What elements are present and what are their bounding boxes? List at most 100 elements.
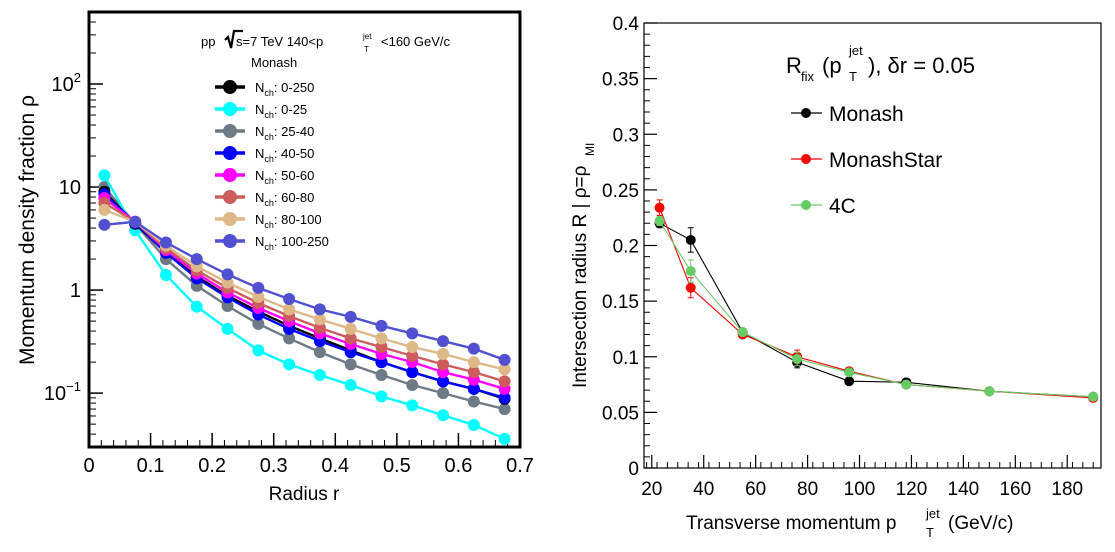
left-y-axis-ticks: 10−1 1 10 102 [44, 11, 103, 448]
left-data-point [252, 290, 265, 303]
left-data-point [159, 236, 172, 249]
right-y-axis-ticks: 0 0.05 0.1 0.15 0.2 0.25 0.3 0.35 0.4 [602, 14, 657, 480]
right-x-tick-label: 160 [999, 479, 1031, 500]
right-x-tick-label: 20 [641, 479, 662, 500]
left-legend-entry: Nch: 60-80 [215, 190, 314, 208]
left-legend-entry: Nch: 0-25 [215, 102, 307, 120]
left-chart: 0 0.1 0.2 0.3 0.4 0.5 0.6 0.7 10−1 1 10 102 Radius… [16, 10, 534, 505]
right-x-axis-label-sub: T [926, 525, 934, 540]
left-data-point [98, 203, 111, 216]
left-x-tick-label: 0.5 [383, 455, 411, 477]
right-annotation: R fix (p jet T ), δr = 0.05 [786, 43, 975, 84]
right-y-tick-label: 0.15 [602, 292, 639, 313]
left-data-point [344, 322, 357, 335]
annotation-fix: fix [801, 69, 815, 84]
right-series-line [659, 222, 1094, 398]
right-data-point [844, 376, 855, 387]
left-data-point [406, 399, 419, 412]
left-legend: Nch: 0-250 Nch: 0-25 Nch: 25-40 Nch: 40-50 N… [215, 80, 329, 252]
left-x-tick-label: 0.3 [260, 455, 288, 477]
left-data-point [437, 387, 450, 400]
left-data-point [313, 368, 326, 381]
left-y-tick-label: 102 [52, 70, 81, 96]
right-y-tick-label: 0.2 [613, 237, 639, 258]
right-y-tick-label: 0.4 [613, 14, 640, 35]
left-legend-label: Nch: 100-250 [255, 234, 329, 252]
left-data-point [129, 215, 142, 228]
right-legend-label: MonashStar [829, 149, 942, 172]
left-legend-label: Nch: 50-60 [255, 168, 314, 186]
left-data-point [375, 368, 388, 381]
left-series [98, 215, 511, 366]
annotation-open: (p [822, 53, 842, 78]
right-series [654, 218, 1099, 402]
right-x-tick-label: 60 [745, 479, 766, 500]
right-data-point [685, 266, 696, 277]
left-y-axis-label: Momentum density fraction ρ [16, 95, 39, 365]
left-data-point [283, 303, 296, 316]
left-series [98, 169, 511, 445]
left-data-point [190, 253, 203, 266]
right-legend-label: Monash [829, 103, 904, 126]
left-legend-marker [223, 124, 237, 138]
left-data-point [498, 363, 511, 376]
right-legend-entry: Monash [791, 103, 904, 126]
right-x-axis-label-main: Transverse momentum p [686, 513, 896, 534]
right-data-point [685, 282, 696, 293]
right-plot-frame [643, 22, 1102, 469]
left-data-point [344, 378, 357, 391]
left-data-point [437, 358, 450, 371]
left-data-point [344, 358, 357, 371]
left-data-point [467, 356, 480, 369]
left-data-point [375, 390, 388, 403]
right-y-tick-label: 0 [628, 459, 639, 480]
right-y-tick-label: 0.35 [602, 70, 639, 91]
left-data-point [375, 341, 388, 354]
left-legend-marker [223, 146, 237, 160]
left-legend-entry: Nch: 80-100 [215, 212, 322, 230]
left-data-point [498, 391, 511, 404]
right-x-tick-label: 80 [797, 479, 818, 500]
right-legend-marker [801, 200, 811, 210]
left-y-tick-label: 1 [70, 280, 81, 302]
right-series-line [659, 207, 1094, 399]
left-data-point [467, 395, 480, 408]
right-y-tick-label: 0.25 [602, 181, 639, 202]
left-series [98, 181, 511, 416]
left-data-point [406, 378, 419, 391]
right-series [654, 199, 1099, 403]
left-data-point [467, 382, 480, 395]
left-legend-entry: Nch: 100-250 [215, 234, 329, 252]
left-legend-marker [223, 234, 237, 248]
left-data-point [98, 218, 111, 231]
left-legend-marker [223, 190, 237, 204]
left-x-axis-label: Radius r [269, 484, 340, 505]
left-legend-entry: Nch: 50-60 [215, 168, 314, 186]
right-data-point [792, 353, 803, 364]
right-data-point [654, 216, 665, 227]
left-data-point [437, 347, 450, 360]
left-legend-entry: Nch: 25-40 [215, 124, 314, 142]
left-data-point [498, 432, 511, 445]
right-legend-entry: MonashStar [791, 149, 942, 172]
left-data-point [467, 419, 480, 432]
left-legend-entry: Nch: 0-250 [215, 80, 314, 98]
right-x-tick-label: 180 [1051, 479, 1083, 500]
left-data-point [252, 317, 265, 330]
right-data-point [685, 234, 696, 245]
left-y-tick-label: 10−1 [44, 379, 81, 405]
left-legend-marker [223, 168, 237, 182]
right-legend: Monash MonashStar 4C [791, 103, 942, 218]
right-data-point [844, 367, 855, 378]
left-legend-label: Nch: 25-40 [255, 124, 314, 142]
left-legend-entry: Nch: 40-50 [215, 146, 314, 164]
left-data-point [375, 332, 388, 345]
left-header-suffix: <160 GeV/c [381, 34, 451, 49]
left-data-point [467, 366, 480, 379]
left-data-point [283, 358, 296, 371]
left-header-sup: jet [362, 32, 372, 41]
left-header-energy: s=7 TeV 140<p [236, 34, 323, 49]
right-legend-entry: 4C [791, 195, 856, 218]
left-plot-frame [87, 10, 522, 449]
left-header: pp s=7 TeV 140<p jet T <160 GeV/c Monash [201, 29, 451, 70]
